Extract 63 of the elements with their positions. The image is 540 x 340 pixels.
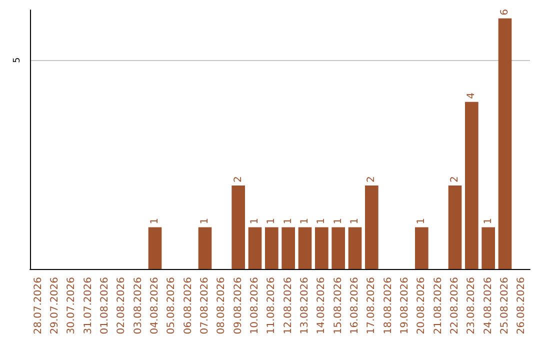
x-tick-label: 24.08.2026 (482, 277, 494, 334)
bar (265, 227, 278, 269)
x-tick-label: 14.08.2026 (316, 277, 328, 334)
x-tick-label: 12.08.2026 (282, 277, 294, 334)
data-label: 1 (300, 218, 310, 224)
x-tick-label: 04.08.2026 (150, 277, 160, 334)
bar (448, 185, 462, 269)
x-tick-label: 05.08.2026 (166, 277, 178, 334)
data-label: 4 (466, 92, 478, 99)
bar (282, 227, 295, 269)
bar (315, 227, 328, 269)
x-tick-label: 20.08.2026 (416, 277, 428, 334)
data-label: 1 (200, 218, 210, 224)
data-label: 1 (350, 218, 360, 224)
bar (415, 227, 428, 269)
x-tick-label: 25.08.2026 (500, 277, 510, 334)
x-tick-label: 01.08.2026 (100, 277, 110, 334)
data-label: 6 (500, 8, 510, 16)
x-tick-label: 08.08.2026 (216, 277, 228, 334)
x-tick-label: 23.08.2026 (466, 277, 478, 334)
data-label: 1 (266, 218, 278, 224)
bar (465, 102, 478, 269)
x-tick-label: 22.08.2026 (450, 277, 460, 334)
x-tick-label: 06.08.2026 (182, 277, 194, 334)
bar (248, 227, 262, 269)
x-tick-label: 21.08.2026 (432, 277, 444, 334)
bar (348, 227, 362, 269)
bar (198, 227, 212, 269)
x-tick-label: 03.08.2026 (132, 277, 144, 334)
data-label: 1 (282, 218, 294, 224)
data-label: 1 (250, 218, 260, 224)
x-tick-label: 10.08.2026 (250, 277, 260, 334)
x-tick-label: 09.08.2026 (232, 277, 244, 334)
data-label: 1 (316, 218, 328, 224)
x-tick-label: 18.08.2026 (382, 277, 394, 334)
x-tick-label: 30.07.2026 (66, 277, 78, 334)
x-tick-label: 15.08.2026 (332, 277, 344, 334)
x-tick-label: 31.07.2026 (82, 277, 94, 334)
x-tick-label: 02.08.2026 (116, 277, 128, 334)
data-label: 2 (450, 176, 460, 182)
data-label: 1 (416, 218, 428, 224)
x-tick-label: 26.08.2026 (516, 277, 528, 334)
bar (482, 227, 495, 269)
x-tick-label: 13.08.2026 (300, 277, 310, 334)
bar (298, 227, 312, 269)
bar (332, 227, 345, 269)
bar (232, 185, 245, 269)
data-label: 1 (150, 218, 160, 224)
x-tick-label: 11.08.2026 (266, 277, 278, 334)
data-label: 2 (366, 176, 378, 182)
x-tick-label: 16.08.2026 (350, 277, 360, 334)
bar (148, 227, 162, 269)
x-tick-label: 17.08.2026 (366, 277, 378, 334)
data-label: 1 (332, 218, 344, 224)
x-tick-label: 29.07.2026 (50, 277, 60, 334)
y-tick-label: 5 (12, 57, 22, 63)
data-label: 1 (482, 218, 494, 224)
x-tick-label: 28.07.2026 (32, 277, 44, 334)
data-label: 2 (232, 176, 244, 182)
x-tick-label: 19.08.2026 (400, 277, 410, 334)
bar (498, 18, 512, 269)
bar (365, 185, 378, 269)
x-tick-label: 07.08.2026 (200, 277, 210, 334)
